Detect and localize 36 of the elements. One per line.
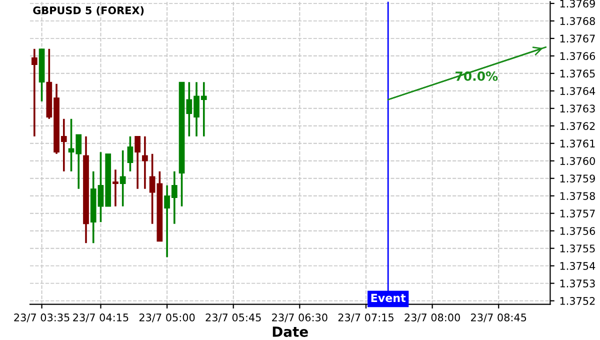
candlestick (127, 135, 134, 172)
y-tick-label: 1.3763 (560, 104, 595, 113)
y-tick-label: 1.3757 (560, 210, 595, 218)
y-tick-label: 1.3753 (560, 280, 595, 288)
y-tick-label: 1.3768 (560, 17, 595, 26)
y-tick-label: 1.3762 (560, 122, 595, 130)
y-tick-label: 1.3764 (560, 87, 596, 96)
x-tick-label: 23/7 05:00 (139, 314, 195, 322)
y-tick-label: 1.3760 (560, 157, 595, 165)
candlestick (142, 135, 148, 190)
candlestick (112, 168, 118, 208)
x-tick-label: 23/7 08:00 (404, 314, 460, 322)
chart-title: GBPUSD 5 (FOREX) (33, 6, 144, 16)
y-tick-label: 1.3755 (560, 244, 595, 252)
y-tick-label: 1.3767 (560, 34, 595, 43)
x-tick-label: 23/7 04:15 (73, 314, 128, 322)
x-tick-label: 23/7 03:35 (14, 314, 70, 322)
x-tick-label: 23/7 08:45 (471, 314, 526, 322)
y-tick-label: 1.3766 (560, 52, 596, 60)
y-tick-label: 1.3758 (560, 192, 595, 200)
x-axis-title: Date (272, 326, 308, 337)
y-tick-label: 1.3754 (560, 262, 596, 270)
x-tick-label: 23/7 07:15 (338, 314, 394, 322)
candlestick (120, 149, 126, 208)
candlestick (134, 135, 141, 190)
y-tick-label: 1.3765 (560, 70, 595, 78)
y-tick-label: 1.3756 (560, 227, 596, 235)
candlestick (149, 152, 156, 225)
candlestick (31, 48, 38, 138)
y-tick-label: 1.3769 (560, 0, 595, 8)
ref-line-label: Event (371, 294, 406, 302)
y-tick-label: 1.3752 (560, 297, 595, 305)
y-tick-label: 1.3759 (560, 174, 595, 182)
x-tick-label: 23/7 06:30 (272, 314, 328, 322)
x-tick-label: 23/7 05:45 (206, 314, 261, 322)
y-tick-label: 1.3761 (560, 140, 595, 148)
